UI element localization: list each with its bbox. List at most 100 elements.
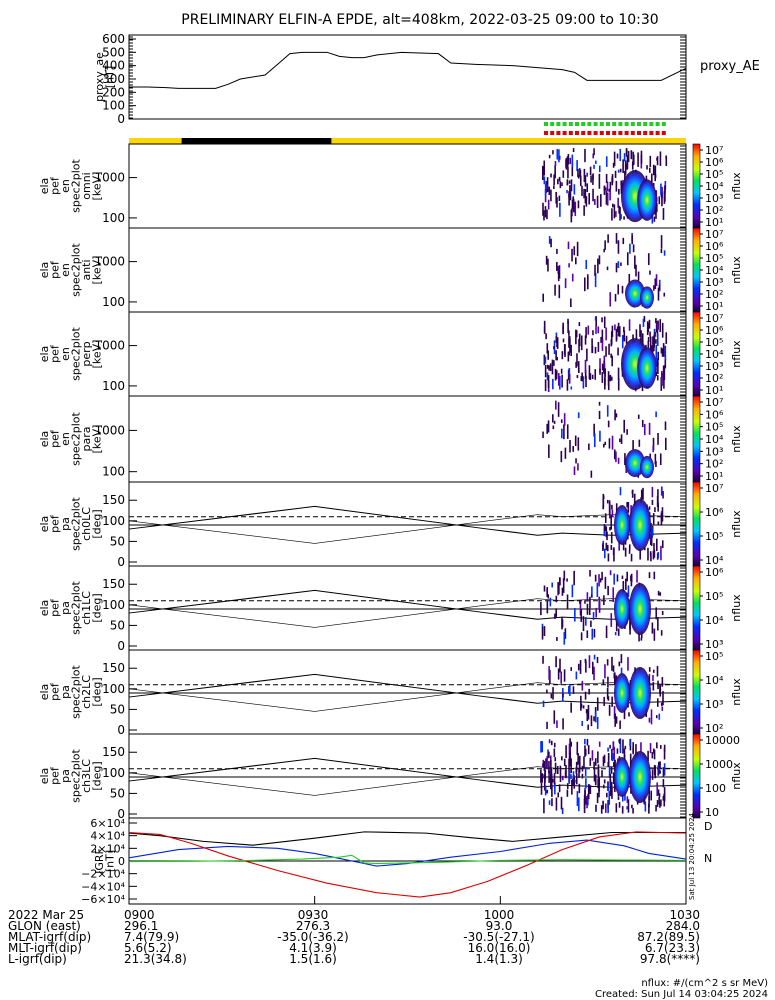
ch0LC-speckle: [660, 489, 663, 496]
ch0LC-speckle: [660, 545, 662, 561]
ch2LC-speckle: [557, 668, 560, 680]
omni-speckle: [574, 201, 577, 216]
perp-ylabel: ela: [38, 346, 51, 363]
ch2LC-speckle: [608, 704, 611, 716]
perp-speckle: [584, 335, 587, 345]
orbit-value: 16.0(16.0): [468, 941, 531, 955]
flag-red: [624, 131, 629, 135]
omni-speckle: [566, 179, 569, 186]
perp-speckle: [549, 363, 552, 372]
ch2LC-speckle: [593, 666, 595, 681]
ch0LC-speckle: [606, 544, 609, 552]
para-ylabel: ela: [38, 431, 51, 448]
anti-speckle: [660, 248, 663, 254]
omni-speckle: [570, 209, 573, 223]
igrf-tick-label: 2×10⁴: [90, 842, 125, 855]
ch1LC-speckle: [580, 609, 583, 622]
ch0LC-tick-label: 50: [110, 534, 125, 548]
para-speckle: [664, 421, 667, 431]
omni-speckle: [553, 185, 555, 190]
omni-speckle: [619, 148, 622, 161]
perp-speckle: [556, 356, 558, 361]
ch3LC-speckle: [597, 751, 599, 764]
ch0LC-colorbar-label: 10⁶: [705, 506, 724, 519]
perp-speckle: [664, 345, 667, 360]
ch3LC-speckle: [561, 756, 563, 761]
igrf-series-0: [128, 831, 686, 846]
perp-speckle: [601, 329, 604, 344]
ch3LC-speckle: [649, 743, 652, 754]
ch1LC-ylabel: ela: [38, 600, 51, 617]
ch1LC-speckle: [659, 592, 662, 596]
ch3LC-speckle: [615, 803, 618, 813]
perp-speckle: [546, 372, 549, 381]
igrf-tick-label: 4×10⁴: [90, 830, 125, 843]
perp-speckle: [618, 326, 621, 337]
ch1LC-speckle: [609, 570, 612, 576]
ae-tick-label: 300: [102, 72, 125, 86]
ch1LC-speckle: [595, 607, 597, 618]
orbit-value: 97.8(****): [640, 952, 700, 966]
igrf-tick-label: 0: [118, 855, 125, 868]
omni-speckle: [566, 164, 568, 168]
ch3LC-speckle: [607, 753, 610, 766]
ch3LC-speckle: [598, 741, 601, 747]
para-speckle: [652, 437, 655, 451]
anti-speckle: [583, 277, 586, 292]
omni-speckle: [618, 188, 620, 195]
ch0LC-speckle: [605, 545, 608, 550]
ch2LC-speckle: [607, 676, 609, 688]
ch2LC-speckle: [579, 660, 582, 674]
ch2LC-speckle: [553, 710, 556, 724]
ch3LC-speckle: [545, 758, 547, 769]
ch2LC-speckle: [548, 666, 550, 680]
ch3LC-speckle: [603, 779, 606, 784]
perp-speckle: [663, 379, 665, 389]
ch1LC-speckle: [599, 578, 602, 583]
ch2LC-ylabel: pa: [59, 685, 72, 699]
para-speckle: [615, 413, 618, 418]
ch0LC-speckle: [653, 543, 655, 551]
para-speckle: [557, 402, 560, 417]
ch3LC-speckle: [576, 791, 579, 806]
anti-speckle: [576, 241, 579, 257]
anti-speckle: [550, 238, 552, 248]
ch1LC-flux-blob: [629, 582, 651, 635]
perp-speckle: [561, 351, 564, 360]
perp-colorbar-label: 10²: [705, 372, 723, 385]
omni-speckle: [593, 164, 595, 169]
ch3LC-speckle: [584, 766, 587, 776]
ch2LC-speckle: [550, 693, 553, 699]
omni-speckle: [619, 168, 622, 173]
anti-colorbar-label: 10⁶: [705, 240, 724, 253]
ch2LC-speckle: [559, 658, 561, 673]
ch3LC-speckle: [591, 750, 594, 761]
anti-speckle: [663, 292, 666, 297]
ch1LC-speckle: [562, 578, 565, 593]
ch1LC-speckle: [598, 574, 600, 587]
ch0LC-speckle: [648, 506, 651, 510]
perp-speckle: [544, 364, 547, 378]
ch0LC-speckle: [639, 548, 641, 560]
orbit-row-label: MLT-igrf(dip): [8, 941, 82, 955]
ch3LC-tick-label: 100: [102, 766, 125, 780]
para-colorbar-title: nflux: [730, 425, 743, 453]
omni-speckle: [569, 192, 572, 201]
perp-speckle: [611, 325, 614, 338]
igrf-marker-d: D: [704, 820, 712, 833]
flag-red: [544, 131, 548, 135]
ch3LC-speckle: [619, 738, 622, 754]
omni-speckle: [547, 199, 550, 210]
ch0LC-colorbar-title: nflux: [730, 510, 743, 538]
perp-speckle: [609, 374, 612, 382]
perp-speckle: [610, 353, 612, 358]
ch2LC-speckle: [657, 680, 659, 690]
ch3LC-speckle: [553, 773, 556, 785]
perp-speckle: [654, 331, 656, 337]
perp-speckle: [555, 372, 558, 380]
ch3LC-ylabel: [deg]: [90, 761, 103, 790]
ch0LC-speckle: [652, 550, 655, 560]
ch2LC-speckle: [656, 698, 659, 707]
ch1LC-ylabel: spec2plot: [69, 581, 82, 635]
anti-speckle: [617, 284, 620, 295]
